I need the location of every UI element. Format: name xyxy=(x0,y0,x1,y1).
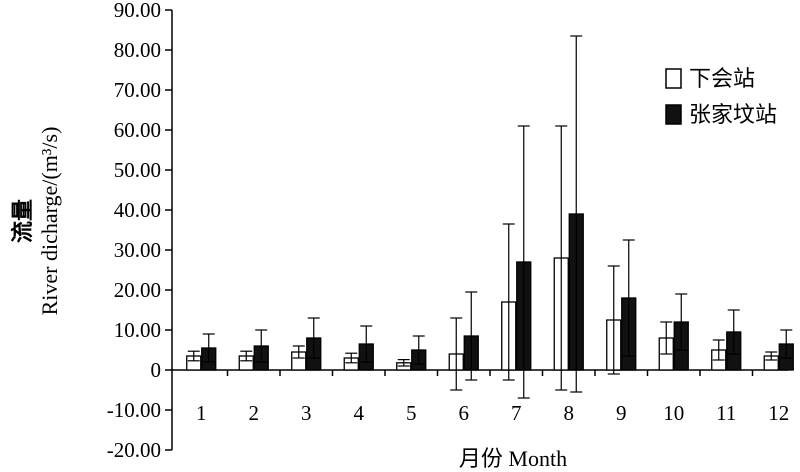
x-tick-label: 8 xyxy=(564,401,575,425)
y-tick-label: -20.00 xyxy=(107,438,161,462)
y-tick-label: 40.00 xyxy=(114,198,161,222)
legend-swatch-series-2 xyxy=(665,104,682,125)
y-tick-label: 90.00 xyxy=(114,0,161,22)
x-tick-label: 5 xyxy=(406,401,417,425)
y-tick-label: 20.00 xyxy=(114,278,161,302)
x-tick-label: 1 xyxy=(196,401,207,425)
x-tick-label: 4 xyxy=(354,401,365,425)
y-tick-label: -10.00 xyxy=(107,398,161,422)
x-tick-label: 12 xyxy=(768,401,789,425)
x-tick-label: 3 xyxy=(301,401,312,425)
x-tick-label: 6 xyxy=(459,401,470,425)
x-tick-label: 2 xyxy=(249,401,260,425)
y-tick-label: 80.00 xyxy=(114,38,161,62)
x-tick-label: 9 xyxy=(616,401,627,425)
x-axis-title: 月份 Month xyxy=(459,446,567,471)
y-tick-label: 0 xyxy=(151,358,162,382)
x-tick-label: 11 xyxy=(716,401,736,425)
y-axis-title-cn: 流量 xyxy=(10,199,35,243)
y-tick-label: 50.00 xyxy=(114,158,161,182)
y-axis-title-en: River dicharge/(m³/s) xyxy=(37,127,62,316)
bars xyxy=(186,35,794,399)
y-axis: 90.00 80.00 70.00 60.00 50.00 40.00 30.00 20.00… xyxy=(107,0,173,462)
legend-label-series-1: 下会站 xyxy=(689,66,755,91)
x-tick-label: 7 xyxy=(511,401,522,425)
y-tick-label: 30.00 xyxy=(114,238,161,262)
y-tick-label: 70.00 xyxy=(114,78,161,102)
x-tick-label: 10 xyxy=(663,401,684,425)
y-tick-label: 60.00 xyxy=(114,118,161,142)
legend-swatch-series-1 xyxy=(665,68,682,89)
legend-label-series-2: 张家坟站 xyxy=(689,102,777,127)
x-axis: 1 2 3 4 5 6 7 8 9 10 11 12 xyxy=(172,369,789,425)
y-tick-label: 10.00 xyxy=(114,318,161,342)
legend: 下会站 张家坟站 xyxy=(665,66,777,127)
